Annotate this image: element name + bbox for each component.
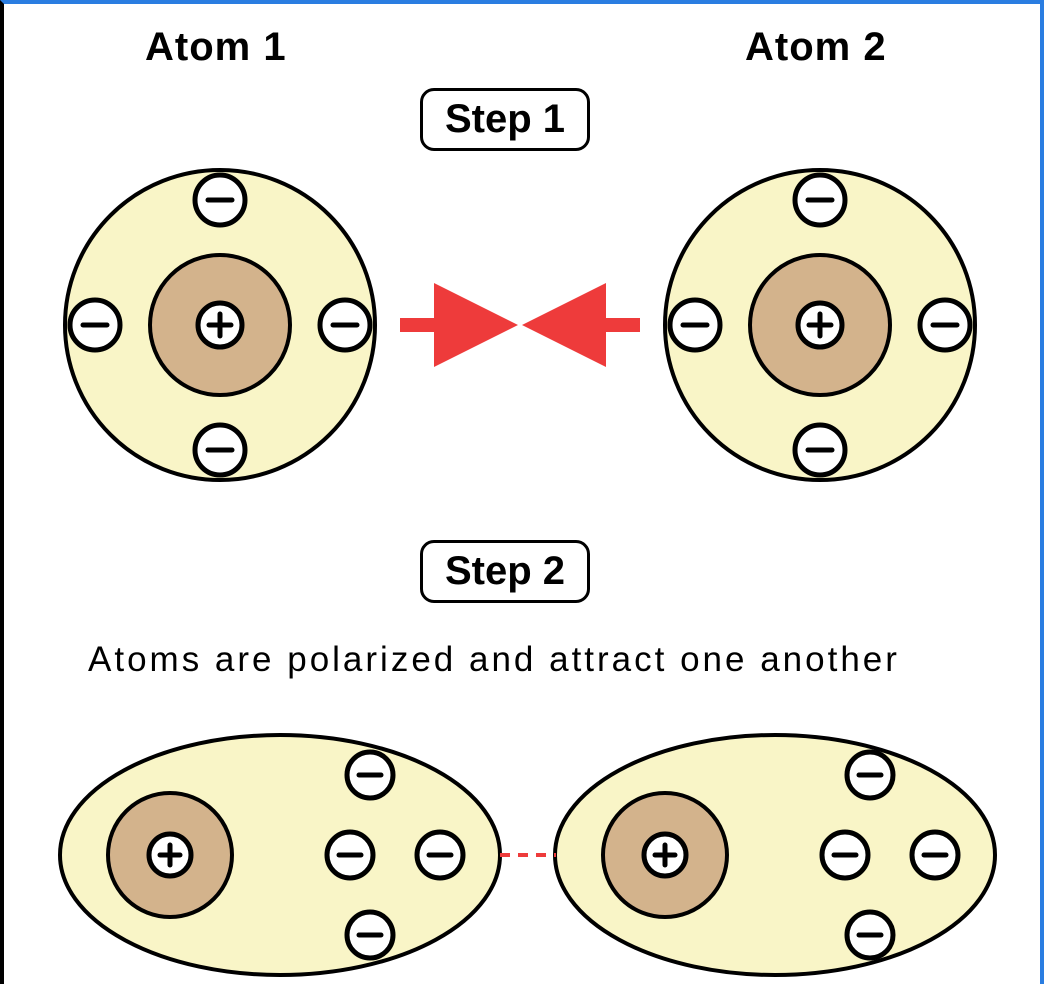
- atom-2-proton: [798, 303, 842, 347]
- atom-2-polarized-electron-3: [822, 832, 868, 878]
- atom-2-electron-bottom: [795, 425, 845, 475]
- atom-2-polarized-proton: [644, 834, 686, 876]
- atom-2-electron-top: [795, 175, 845, 225]
- atom-2-polarized-electron-4: [912, 832, 958, 878]
- atom-1-electron-right: [320, 300, 370, 350]
- diagram-svg: [0, 0, 1048, 988]
- atom-2-electron-left: [670, 300, 720, 350]
- atom-1-proton: [198, 303, 242, 347]
- atom-1-polarized-electron-1: [347, 752, 393, 798]
- atom-2-polarized-electron-1: [847, 752, 893, 798]
- atom-1-polarized-proton: [149, 834, 191, 876]
- atom-1-polarized-electron-2: [347, 912, 393, 958]
- atom-1-electron-left: [70, 300, 120, 350]
- atom-1-electron-top: [195, 175, 245, 225]
- atom-1-polarized-electron-3: [327, 832, 373, 878]
- atom-1-electron-bottom: [195, 425, 245, 475]
- atom-1-polarized-electron-4: [417, 832, 463, 878]
- atom-2-electron-right: [920, 300, 970, 350]
- atom-2-polarized-electron-2: [847, 912, 893, 958]
